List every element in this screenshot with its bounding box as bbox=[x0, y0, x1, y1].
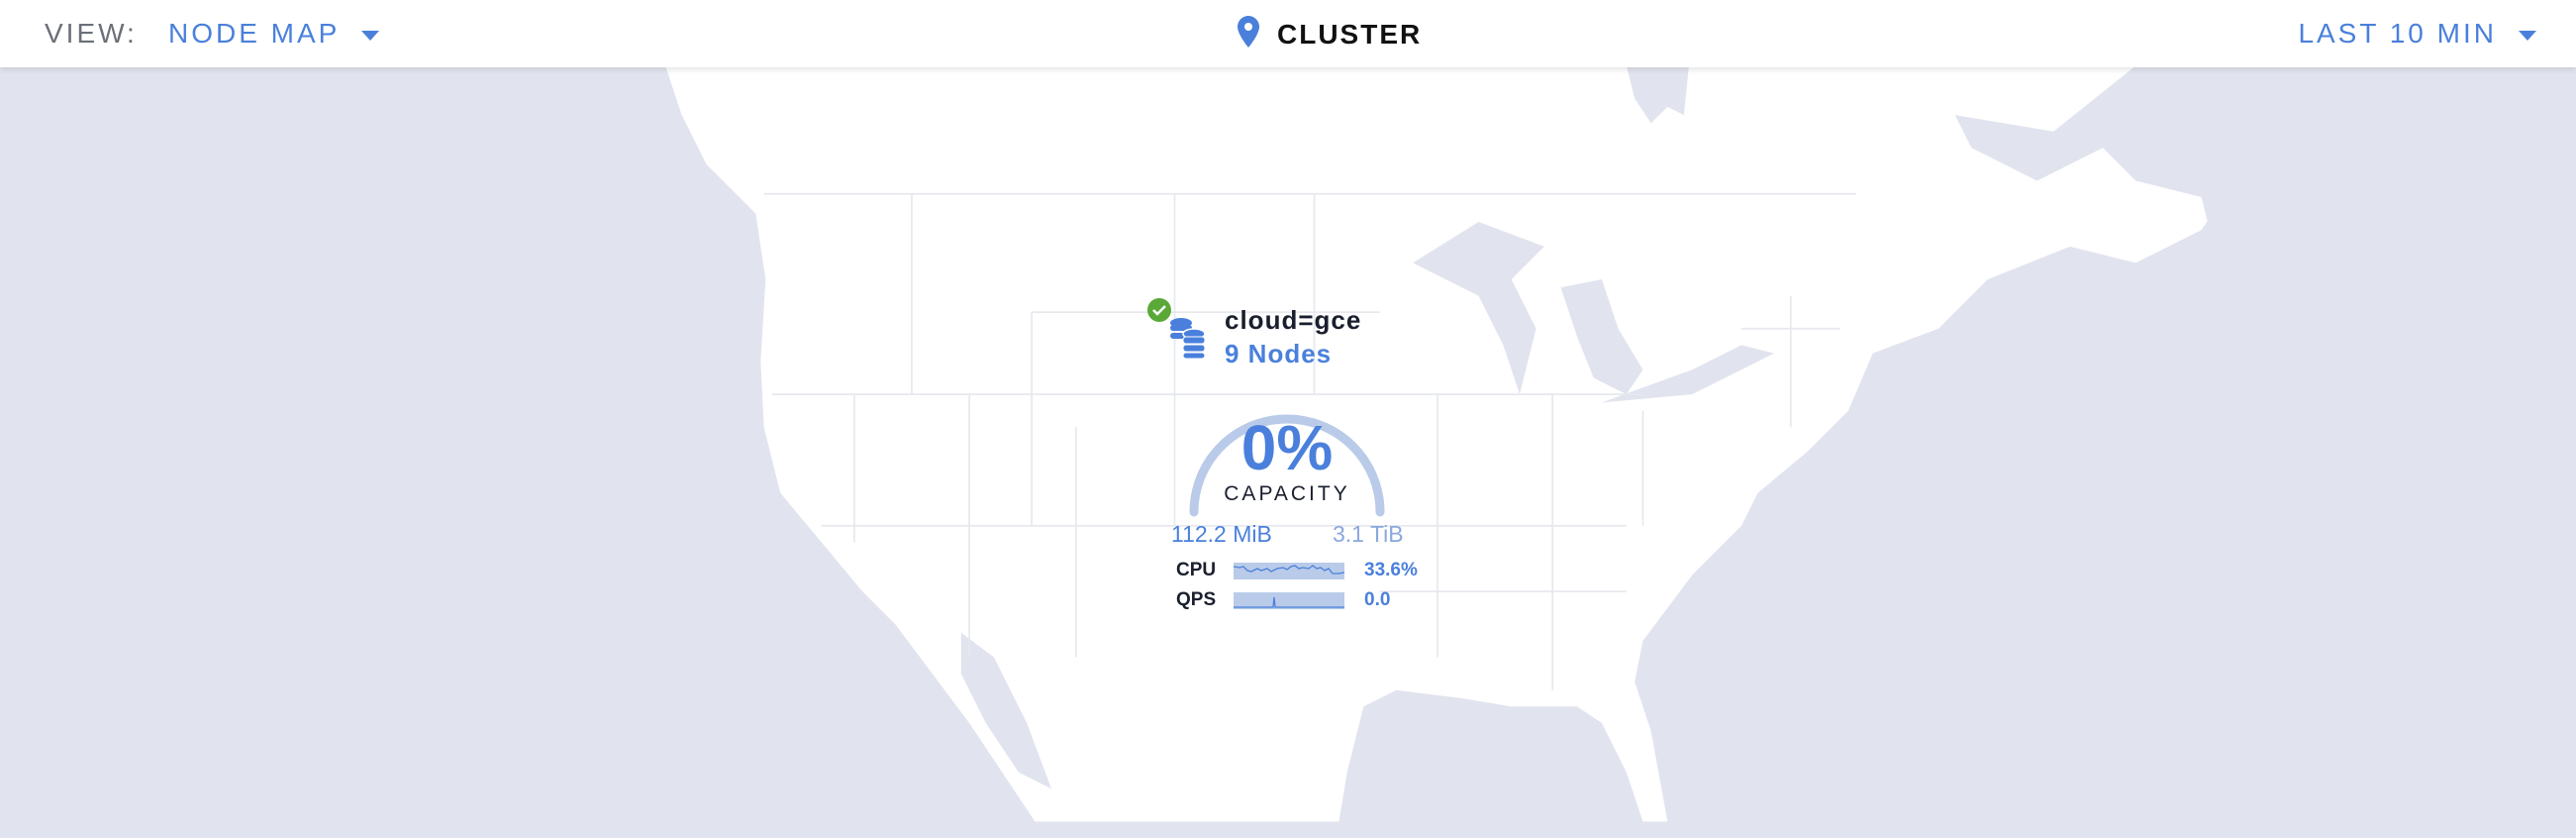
hudson-bay bbox=[1626, 65, 1689, 124]
capacity-percent: 0% bbox=[1240, 412, 1334, 483]
map-pin-icon bbox=[1238, 16, 1259, 48]
capacity-total: 3.1 TiB bbox=[1333, 521, 1404, 547]
capacity-label: CAPACITY bbox=[1224, 482, 1350, 505]
qps-label: QPS bbox=[1176, 589, 1217, 610]
locality-name: cloud=gce bbox=[1225, 305, 1362, 335]
healthy-check-icon bbox=[1147, 298, 1171, 322]
top-bar: VIEW: NODE MAP CLUSTER LAST 10 MIN bbox=[0, 0, 2576, 67]
gulf-of-california bbox=[960, 632, 1052, 789]
time-range-dropdown[interactable]: LAST 10 MIN bbox=[2298, 16, 2536, 52]
cluster-title: CLUSTER bbox=[1277, 19, 1423, 50]
cpu-sparkline bbox=[1234, 563, 1344, 579]
view-dropdown-value: NODE MAP bbox=[168, 18, 341, 49]
cpu-label: CPU bbox=[1176, 560, 1217, 580]
ocean-northeast bbox=[1954, 65, 2576, 263]
qps-sparkline bbox=[1234, 592, 1344, 609]
node-count[interactable]: 9 Nodes bbox=[1225, 339, 1333, 368]
view-dropdown[interactable]: NODE MAP bbox=[168, 16, 380, 52]
cpu-value: 33.6% bbox=[1364, 560, 1418, 580]
gauge-track bbox=[1189, 414, 1385, 517]
great-lakes bbox=[1413, 221, 1775, 403]
state-borders bbox=[763, 192, 1857, 690]
capacity-gauge bbox=[1189, 414, 1385, 517]
database-icon bbox=[1170, 318, 1206, 360]
caret-down-icon bbox=[361, 30, 380, 41]
view-label: VIEW: bbox=[45, 18, 138, 49]
time-range-value: LAST 10 MIN bbox=[2298, 18, 2497, 49]
caret-down-icon bbox=[2519, 30, 2536, 41]
land-north-america bbox=[665, 65, 2576, 822]
capacity-used: 112.2 MiB bbox=[1171, 521, 1272, 547]
qps-value: 0.0 bbox=[1364, 589, 1391, 610]
breadcrumb-cluster[interactable]: CLUSTER bbox=[1238, 16, 1422, 52]
